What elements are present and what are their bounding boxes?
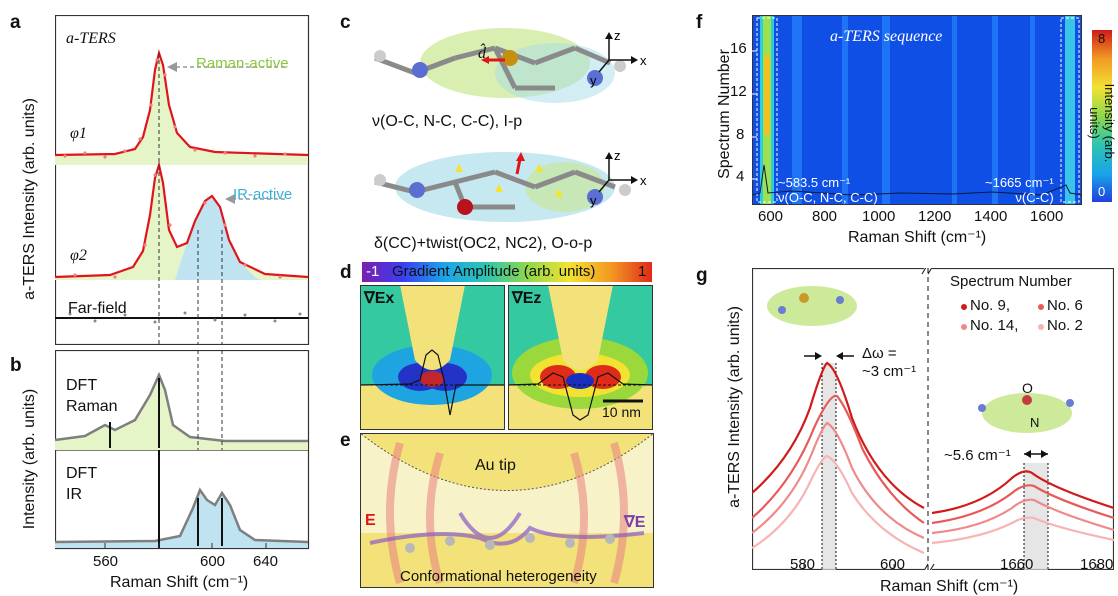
panel-label-f: f	[696, 12, 703, 33]
g-legend-item-6: No. 6	[1047, 297, 1083, 314]
dft-raman-line1: DFT	[66, 377, 98, 394]
f-y-tick-16: 16	[730, 40, 747, 57]
svg-text:x: x	[640, 53, 647, 68]
panel-label-b: b	[10, 355, 22, 376]
svg-text:z: z	[614, 150, 621, 163]
svg-text:x: x	[640, 173, 647, 188]
f-y-tick-4: 4	[736, 168, 745, 185]
phi1-label: φ1	[70, 125, 87, 142]
gradient-colorbar	[362, 262, 652, 282]
scale-bar-label: 10 nm	[602, 404, 641, 420]
dft-ir-line2: IR	[66, 486, 82, 503]
panel-label-g: g	[696, 265, 708, 286]
phi2-label: φ2	[70, 247, 87, 264]
annotation-right: ~1665 cm⁻¹ ν(C-C)	[985, 175, 1054, 205]
f-y-tick-8: 8	[736, 126, 745, 143]
g-x-tick-1680: 1680	[1080, 556, 1114, 573]
grad-e-label: ∇E	[624, 514, 646, 531]
delta-omega-line1: Δω =	[862, 345, 897, 362]
f-x-tick-1400: 1400	[974, 208, 1008, 225]
atom-o-label: O	[1022, 380, 1033, 396]
panel-b-x-tick-640: 640	[253, 553, 279, 570]
molecule-mode-1	[374, 28, 626, 103]
au-tip-illustration	[360, 433, 654, 588]
f-x-tick-600: 600	[758, 208, 784, 225]
ann-left-mode: ν(O-C, N-C, C-C)	[778, 190, 878, 205]
g-legend-item-2: No. 2	[1047, 317, 1083, 334]
dft-raman-line2: Raman	[66, 398, 118, 415]
f-x-tick-800: 800	[812, 208, 838, 225]
panel-label-a: a	[10, 12, 21, 33]
panel-a-y-label: a-TERS Intensity (arb. units)	[21, 98, 38, 300]
panel-a-title: a-TERS	[66, 30, 116, 47]
f-x-tick-1600: 1600	[1030, 208, 1064, 225]
g-x-tick-600: 600	[880, 556, 906, 573]
cb-min-label: -1	[366, 263, 380, 280]
g-legend-item-14: No. 14,	[970, 317, 1019, 334]
grad-ez-map	[508, 285, 653, 430]
axes-icon-2: z x y	[590, 150, 647, 208]
mode2-label: δ(CC)+twist(OC2, NC2), O-o-p	[374, 235, 593, 252]
far-field-label: Far-field	[68, 300, 127, 317]
d-hat-label: d̂	[478, 45, 486, 62]
mode1-label: ν(O-C, N-C, C-C), I-p	[372, 113, 523, 130]
f-x-tick-1200: 1200	[918, 208, 952, 225]
delta-omega-label: Δω = ~3 cm⁻¹	[862, 345, 916, 381]
cb-top-label: 8	[1098, 31, 1106, 46]
panel-g-x-label: Raman Shift (cm⁻¹)	[880, 578, 1019, 595]
g-x-tick-580: 580	[790, 556, 816, 573]
grad-ez-label: ∇Ez	[512, 290, 542, 307]
annotation-left: ~583.5 cm⁻¹ ν(O-C, N-C, C-C)	[778, 175, 878, 205]
cb-max-label: 1	[638, 263, 647, 280]
heatmap-title: a-TERS sequence	[830, 28, 943, 45]
g-legend-title: Spectrum Number	[950, 273, 1072, 290]
f-y-tick-12: 12	[730, 83, 747, 100]
ann-left-shift: ~583.5 cm⁻¹	[778, 175, 851, 190]
heatmap-f	[752, 15, 1082, 205]
intensity-cb-label: Intensity (arb. units)	[1087, 83, 1117, 163]
intensity-colorbar	[1092, 30, 1112, 202]
colorbar-title: Gradient Amplitude (arb. units)	[392, 263, 596, 280]
e-field-label: E	[365, 512, 376, 529]
panel-label-e: e	[340, 430, 351, 451]
f-x-tick-1000: 1000	[862, 208, 896, 225]
panel-b-x-tick-560: 560	[93, 553, 119, 570]
panel-f-y-label: Spectrum Number	[716, 49, 733, 179]
grad-ex-label: ∇Ex	[364, 290, 395, 307]
panel-b-y-label: Intensity (arb. units)	[21, 388, 38, 530]
ann-right-shift: ~1665 cm⁻¹	[985, 175, 1054, 190]
delta-omega-line2: ~3 cm⁻¹	[862, 363, 917, 380]
panel-label-c: c	[340, 12, 351, 33]
dft-ir-line1: DFT	[66, 465, 98, 482]
panel-b-plot	[55, 350, 310, 550]
dft-raman-label: DFT Raman	[66, 375, 118, 417]
panel-b-x-tick-600: 600	[200, 553, 226, 570]
svg-text:y: y	[590, 73, 597, 88]
shift2-label: ~5.6 cm⁻¹	[944, 447, 1011, 464]
panel-f-x-label: Raman Shift (cm⁻¹)	[848, 229, 987, 246]
dft-ir-label: DFT IR	[66, 463, 97, 505]
panel-g-plot	[752, 268, 1114, 570]
raman-active-label: Raman-active	[196, 55, 289, 72]
ann-right-mode: ν(C-C)	[1015, 190, 1054, 205]
atom-n-label: N	[1030, 415, 1040, 430]
g-legend-item-9: No. 9,	[970, 297, 1011, 314]
svg-text:z: z	[614, 30, 621, 43]
svg-text:y: y	[590, 193, 597, 208]
panel-a-plot	[55, 15, 310, 345]
panel-b-x-label: Raman Shift (cm⁻¹)	[110, 574, 249, 591]
cb-bottom-label: 0	[1098, 184, 1106, 199]
au-tip-label: Au tip	[475, 457, 516, 474]
ir-active-label: IR-active	[233, 186, 293, 203]
g-x-tick-1660: 1660	[1000, 556, 1034, 573]
grad-ex-map	[360, 285, 505, 430]
conformation-caption: Conformational heterogeneity	[400, 568, 597, 585]
molecule-mode-2	[374, 152, 631, 222]
axes-icon-1: z x y	[590, 30, 647, 88]
panel-g-y-label: a-TERS Intensity (arb. units)	[726, 306, 743, 508]
panel-label-d: d	[340, 262, 352, 283]
